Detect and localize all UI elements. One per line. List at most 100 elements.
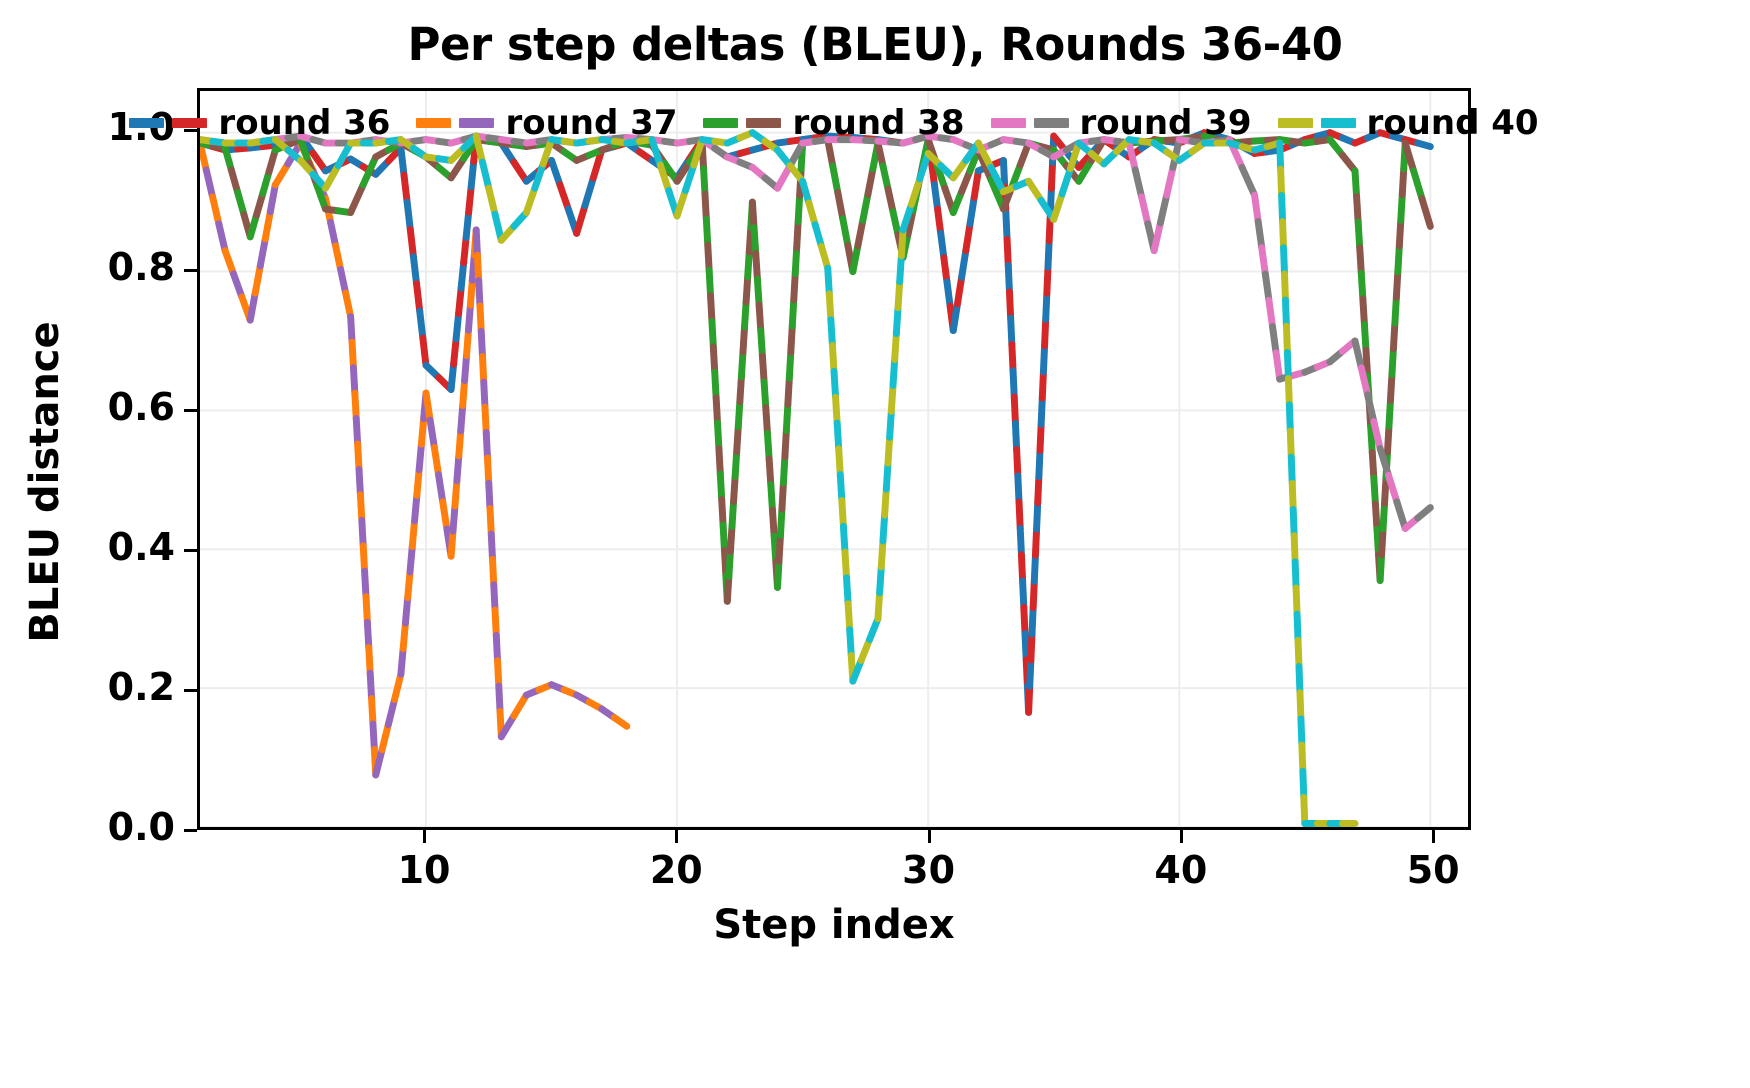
series-dash (422, 389, 434, 424)
series-dash (827, 316, 836, 349)
series-dash (874, 139, 887, 170)
series-dash (755, 301, 765, 335)
series-dash (472, 226, 481, 259)
legend-color-swatch-icon (703, 118, 782, 128)
series-dash (1360, 321, 1370, 354)
series-dash (589, 146, 606, 182)
series-dash (1007, 314, 1016, 348)
series-dash (1282, 322, 1291, 356)
series-dash (484, 454, 493, 487)
series-dash (1296, 689, 1305, 723)
series-dash (728, 498, 738, 530)
x-tick-label: 50 (1406, 848, 1460, 892)
series-dash (221, 247, 237, 278)
series-dash (489, 555, 498, 589)
series-dash (347, 181, 367, 216)
series-dash (450, 335, 460, 368)
series-dash (1011, 419, 1021, 454)
series-dash (485, 479, 494, 513)
series-dash (539, 136, 556, 168)
legend-entry-round-37[interactable]: round 37 (416, 103, 677, 143)
series-dash (648, 136, 664, 169)
series-dash (1025, 682, 1034, 716)
legend-label: round 38 (792, 103, 965, 143)
series-dash (1261, 270, 1273, 304)
series-dash (830, 367, 840, 401)
series-dash (701, 190, 710, 223)
series-dash (889, 356, 899, 389)
series-dash (681, 161, 698, 194)
series-dash (1401, 139, 1418, 175)
series-dash (776, 505, 786, 539)
series-dash (1294, 636, 1303, 670)
series-dash (891, 330, 900, 363)
series-group (200, 129, 1434, 827)
series-dash (835, 445, 844, 479)
series-dash (497, 712, 518, 741)
legend-entry-round-40[interactable]: round 40 (1277, 103, 1539, 143)
series-dash (656, 161, 673, 194)
series-dash (1357, 364, 1372, 399)
series-dash (1014, 472, 1023, 506)
series-dash (1265, 296, 1276, 331)
legend-entry-round-38[interactable]: round 38 (703, 103, 965, 143)
series-dash (1000, 156, 1009, 191)
series-dash (309, 149, 330, 175)
series-dash (838, 496, 847, 530)
x-tick-label: 40 (1154, 848, 1208, 892)
series-dash (435, 471, 447, 506)
y-tick-mark (184, 829, 197, 832)
legend-entry-round-39[interactable]: round 39 (990, 103, 1252, 143)
series-dash (1356, 244, 1365, 277)
series-dash (1038, 368, 1047, 402)
series-dash (736, 373, 745, 406)
series-dash (259, 168, 273, 197)
series-dash (839, 215, 852, 249)
y-tick-label: 0.8 (107, 245, 175, 289)
series-dash (1156, 191, 1171, 227)
series-dash (522, 184, 539, 216)
series-dash (704, 241, 713, 274)
series-dash (974, 139, 995, 171)
series-dash (415, 440, 425, 474)
series-dash (846, 626, 855, 659)
series-dash (866, 615, 882, 643)
series-dash (1047, 158, 1057, 192)
series-dash (877, 537, 887, 571)
series-dash (548, 156, 564, 189)
series-dash (467, 158, 478, 191)
series-dash (879, 511, 889, 545)
series-dash (897, 226, 907, 260)
series-dash (215, 220, 229, 255)
series-dash (1258, 244, 1269, 278)
series-dash (962, 220, 974, 255)
series-dash (1385, 396, 1394, 430)
series-dash (731, 448, 741, 481)
series-dash (716, 470, 726, 503)
series-dash (934, 205, 945, 237)
series-dash (1075, 156, 1095, 185)
y-tick-label: 0.6 (107, 385, 175, 429)
x-tick-mark (675, 830, 679, 843)
legend-color-swatch-icon (990, 118, 1069, 128)
series-dash (1283, 348, 1292, 383)
series-dash (805, 199, 819, 229)
series-dash (487, 530, 497, 563)
series-line (200, 139, 631, 779)
series-dash (1287, 453, 1296, 487)
legend-entry-round-36[interactable]: round 36 (129, 103, 390, 143)
series-dash (1016, 524, 1025, 559)
series-dash (765, 455, 775, 489)
series-dash (1034, 473, 1043, 507)
series-dash (1351, 337, 1365, 372)
y-tick-label: 0.0 (107, 805, 175, 849)
series-dash (1285, 401, 1294, 435)
series-dash (464, 301, 474, 334)
series-dash (750, 224, 760, 257)
series-dash (1384, 422, 1393, 456)
series-dash (491, 606, 500, 639)
series-dash (1353, 192, 1362, 226)
series-dash (416, 307, 427, 342)
series-dash (362, 593, 371, 626)
y-tick-mark (184, 689, 197, 692)
